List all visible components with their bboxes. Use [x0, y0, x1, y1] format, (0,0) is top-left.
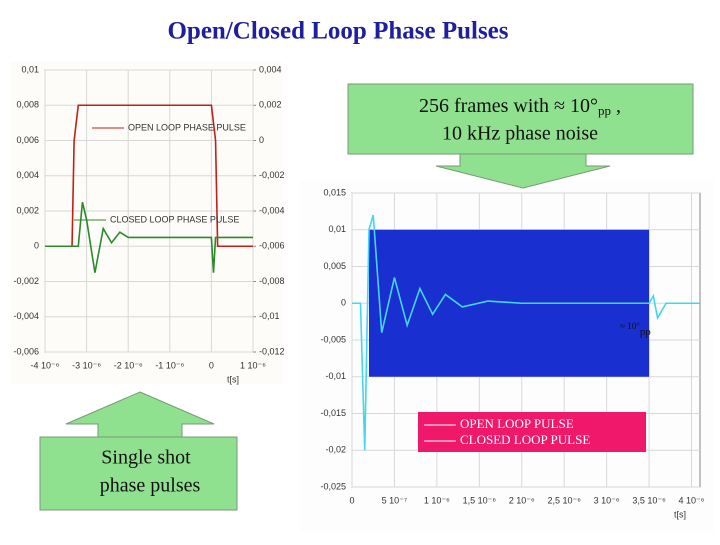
x-tick-label: 3 10⁻⁶ [594, 495, 620, 505]
legend-label: OPEN LOOP PULSE [460, 416, 574, 431]
y-tick-label: -0,002 [13, 276, 39, 286]
x-tick-label: 2,5 10⁻⁶ [547, 495, 581, 505]
x-tick-label: 1 10⁻⁶ [240, 360, 266, 370]
y-tick-label: 0 [34, 241, 39, 251]
x-tick-label: -2 10⁻⁶ [114, 360, 143, 370]
callout-arrow [65, 391, 215, 438]
y-tick-label: -0,015 [320, 408, 346, 418]
x-tick-label: 1,5 10⁻⁶ [463, 495, 497, 505]
left-chart: 0,01 0,008 0,006 0,004 0,002 0 -0,002 -0,004 -0,… [13, 64, 284, 384]
x-tick-label: 0 [209, 360, 214, 370]
y-tick-label: 0,008 [16, 100, 39, 110]
callout-text: phase pulses [100, 475, 201, 497]
callout-text: 256 frames with ≈ 10°pp , [419, 95, 621, 118]
y-tick-label: 0,002 [16, 205, 39, 215]
legend-label: CLOSED LOOP PULSE [460, 432, 590, 447]
y2-tick-label: 0,004 [259, 64, 282, 74]
x-tick-label: -4 10⁻⁶ [31, 360, 60, 370]
legend-label: OPEN LOOP PHASE PULSE [128, 122, 246, 132]
callout-box [39, 436, 238, 511]
y-tick-label: -0,005 [320, 334, 346, 344]
callout-text: Single shot [101, 447, 191, 469]
y-tick-label: -0,025 [320, 481, 346, 491]
x-tick-label: 4 10⁻⁶ [679, 495, 705, 505]
y-tick-label: 0,006 [16, 135, 39, 145]
x-tick-label: 3,5 10⁻⁶ [632, 495, 666, 505]
series-line [45, 202, 253, 273]
y-tick-label: 0,004 [16, 170, 39, 180]
annotation: ≈ 10°pp [620, 321, 651, 337]
y2-tick-label: -0,002 [259, 170, 285, 180]
y-tick-label: -0,004 [13, 311, 39, 321]
callout-arrow [435, 153, 611, 189]
callout-box [347, 83, 694, 155]
y-tick-label: -0,02 [325, 445, 346, 455]
x-tick-label: -1 10⁻⁶ [155, 360, 184, 370]
y2-tick-label: -0,01 [259, 311, 280, 321]
x-tick-label: 5 10⁻⁷ [382, 495, 408, 505]
x-axis-label: t[s] [227, 374, 239, 384]
y-tick-label: -0,006 [13, 346, 39, 356]
series-band [368, 229, 650, 377]
y-tick-label: 0,015 [323, 187, 346, 197]
y-tick-label: -0,01 [325, 371, 346, 381]
y2-tick-label: -0,012 [259, 346, 285, 356]
y2-tick-label: 0,002 [259, 100, 282, 110]
y-tick-label: 0 [341, 298, 346, 308]
legend-box [418, 412, 646, 452]
x-tick-label: -3 10⁻⁶ [72, 360, 101, 370]
noise-callout: 256 frames with ≈ 10°pp , 10 kHz phase n… [347, 83, 694, 189]
y-tick-label: 0,01 [21, 64, 39, 74]
y2-tick-label: -0,006 [259, 241, 285, 251]
y-tick-label: 0,005 [323, 261, 346, 271]
x-axis-label: t[s] [674, 509, 686, 519]
x-tick-label: 0 [349, 495, 354, 505]
right-chart: 0,015 0,01 0,005 0 -0,005 -0,01 -0,015 -0,02 -0,… [320, 187, 704, 519]
y-tick-label: 0,01 [328, 224, 346, 234]
y2-tick-label: -0,004 [259, 205, 285, 215]
y2-tick-label: -0,008 [259, 276, 285, 286]
legend-label: CLOSED LOOP PHASE PULSE [110, 214, 239, 224]
left-chart-bg [10, 62, 282, 384]
x-tick-label: 2 10⁻⁶ [509, 495, 535, 505]
single-callout: Single shot phase pulses [39, 391, 238, 511]
series-line [45, 104, 253, 248]
y2-tick-label: 0 [259, 135, 264, 145]
annotation-sub: pp [640, 326, 652, 338]
series-line [352, 214, 700, 451]
annotation-text: ≈ 10° [620, 321, 640, 331]
slide-title: Open/Closed Loop Phase Pulses [167, 18, 508, 45]
x-tick-label: 1 10⁻⁶ [424, 495, 450, 505]
callout-text: 10 kHz phase noise [442, 123, 598, 145]
